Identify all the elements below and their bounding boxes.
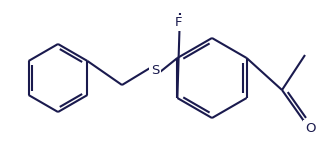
Text: O: O [305,122,315,135]
Text: F: F [174,16,182,30]
Text: S: S [151,63,159,76]
